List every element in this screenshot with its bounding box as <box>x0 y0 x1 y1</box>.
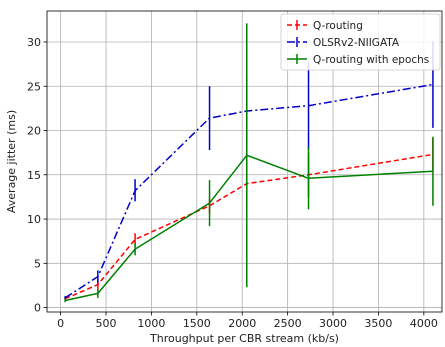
x-tick-label: 1500 <box>183 317 211 330</box>
series-line <box>64 153 434 300</box>
x-tick-label: 2500 <box>274 317 302 330</box>
series-line <box>65 154 433 302</box>
y-tick-label: 30 <box>27 36 41 49</box>
legend-entry: Q-routing with epochs <box>287 54 429 66</box>
series-q-routing-with-epochs <box>64 23 434 303</box>
y-tick-label: 0 <box>34 302 41 315</box>
y-axis-title: Average jitter (ms) <box>5 110 18 213</box>
x-tick-label: 3000 <box>319 317 347 330</box>
series-q-routing <box>64 138 434 301</box>
x-tick-label: 3500 <box>364 317 392 330</box>
y-tick-label: 20 <box>27 125 41 138</box>
series-line <box>64 83 434 299</box>
x-tick-label: 2000 <box>228 317 256 330</box>
legend-label: OLSRv2-NIIGATA <box>313 37 400 49</box>
x-tick-label: 1000 <box>137 317 165 330</box>
y-tick-label: 5 <box>34 257 41 270</box>
plot-frame <box>46 10 443 313</box>
y-tick-label: 25 <box>27 80 41 93</box>
x-tick-label: 500 <box>96 317 117 330</box>
series-olsrv2-niigata <box>64 41 434 300</box>
legend-label: Q-routing <box>313 20 363 32</box>
y-tick-label: 15 <box>27 169 41 182</box>
x-tick-label: 4000 <box>410 317 438 330</box>
legend-box <box>280 13 441 71</box>
x-tick-label: 0 <box>57 317 64 330</box>
legend: Q-routing OLSRv2-NIIGATA Q-routing with ep… <box>280 13 441 71</box>
legend-entry: OLSRv2-NIIGATA <box>287 37 400 49</box>
series-layer <box>64 23 434 303</box>
axis-ticks: 0 500 1000 1500 2000 2500 3000 3500 4000 0 5 10 15 20… <box>27 36 438 330</box>
legend-entry: Q-routing <box>287 20 363 32</box>
x-axis-title: Throughput per CBR stream (kb/s) <box>149 332 339 345</box>
y-tick-label: 10 <box>27 213 41 226</box>
legend-label: Q-routing with epochs <box>313 54 429 66</box>
